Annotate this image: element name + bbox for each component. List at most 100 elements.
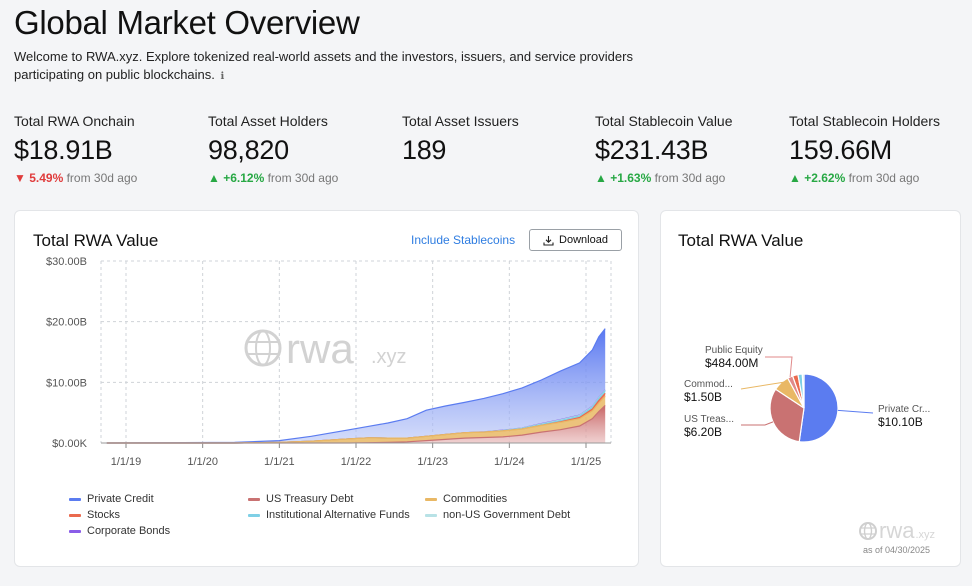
globe-icon [859, 522, 877, 540]
x-tick-label: 1/1/24 [494, 456, 525, 468]
legend-swatch [69, 497, 81, 501]
stat-value: 159.66M [789, 135, 892, 165]
area-chart: $0.00K $10.00B $20.00B $30.00B 1/1/19 1/1/20 1… [46, 256, 612, 468]
pie-watermark-text: rwa [879, 518, 915, 543]
legend-label: Corporate Bonds [87, 525, 171, 537]
download-icon [543, 235, 554, 246]
pie-label-name: Public Equity [705, 345, 763, 356]
legend-swatch [425, 497, 437, 501]
legend-label: Commodities [443, 493, 508, 505]
pie-card-title: Total RWA Value [678, 231, 804, 250]
pie-leader-us_treasury [741, 421, 774, 426]
pie-leader-public_equity [765, 356, 793, 378]
x-tick-label: 1/1/22 [341, 456, 372, 468]
info-icon[interactable]: ℹ [220, 71, 225, 82]
stat-total-stablecoin-holders: Total Stablecoin Holders 159.66M ▲ +2.62… [789, 113, 972, 185]
stat-suffix: from 30d ago [267, 171, 339, 185]
watermark-text: rwa [286, 325, 354, 372]
stat-delta: ▲ +1.63% from 30d ago [595, 171, 780, 185]
area-card-title: Total RWA Value [33, 231, 159, 250]
legend-item-corporate_bonds[interactable]: Corporate Bonds [69, 525, 170, 537]
stat-label: Total Stablecoin Holders [789, 113, 940, 129]
pie-leader-commodities [740, 381, 786, 390]
as-of-date: as of 04/30/2025 [863, 545, 931, 555]
legend-item-us_treasury[interactable]: US Treasury Debt [248, 493, 353, 505]
download-label: Download [559, 234, 608, 246]
pie-slice-us_treasury [769, 388, 805, 443]
intro-copy: Welcome to RWA.xyz. Explore tokenized re… [14, 49, 633, 82]
legend-label: Institutional Alternative Funds [266, 509, 410, 521]
legend-swatch [69, 529, 81, 533]
stat-suffix: from 30d ago [654, 171, 726, 185]
stat-total-asset-issuers: Total Asset Issuers 189 [402, 113, 587, 166]
pie-label-name: Commod... [684, 379, 733, 390]
stat-label: Total RWA Onchain [14, 113, 135, 129]
pie-slice-non_us_gov [801, 373, 805, 409]
page-title: Global Market Overview [14, 4, 360, 41]
stat-change: ▲ +1.63% [595, 171, 652, 185]
area-series-us_treasury [106, 405, 606, 443]
stat-change: ▲ +6.12% [208, 171, 265, 185]
stat-total-asset-holders: Total Asset Holders 98,820 ▲ +6.12% from… [208, 113, 393, 185]
rwa-pie-chart-card: Total RWA Value Public Equity $484.00M C… [660, 210, 961, 567]
pie-label-us-treasury: US Treas... $6.20B [684, 413, 734, 439]
legend-swatch [248, 497, 260, 501]
pie-label-public-equity: Public Equity $484.00M [705, 344, 763, 370]
legend-label: Private Credit [87, 493, 154, 505]
legend-item-stocks[interactable]: Stocks [69, 509, 120, 521]
stat-change: ▼ 5.49% [14, 171, 64, 185]
area-line-private_credit [106, 328, 606, 444]
pie-chart [740, 356, 874, 443]
x-tick-label: 1/1/25 [571, 456, 602, 468]
area-series-private_credit [106, 328, 606, 443]
rwa-watermark: rwa .xyz [244, 325, 407, 372]
stat-delta: ▲ +2.62% from 30d ago [789, 171, 972, 185]
include-stablecoins-toggle[interactable]: Include Stablecoins [411, 233, 516, 247]
y-tick-label: $30.00B [46, 256, 87, 268]
stat-value: 98,820 [208, 135, 289, 165]
pie-label-name: US Treas... [684, 414, 735, 425]
x-tick-label: 1/1/19 [111, 456, 142, 468]
y-tick-label: $0.00K [52, 438, 88, 450]
pie-rwa-watermark: rwa .xyz [858, 518, 935, 544]
stat-total-stablecoin-value: Total Stablecoin Value $231.43B ▲ +1.63%… [595, 113, 780, 185]
x-tick-label: 1/1/20 [187, 456, 218, 468]
pie-label-value: $484.00M [705, 356, 759, 370]
pie-label-value: $10.10B [878, 415, 923, 429]
stat-label: Total Stablecoin Value [595, 113, 733, 129]
stat-label: Total Asset Holders [208, 113, 328, 129]
legend-swatch [425, 513, 437, 517]
pie-watermark-suffix: .xyz [915, 529, 936, 541]
legend-swatch [248, 513, 260, 517]
stat-total-rwa-onchain: Total RWA Onchain $18.91B ▼ 5.49% from 3… [14, 113, 199, 185]
stat-value: 189 [402, 135, 447, 165]
pie-label-commodities: Commod... $1.50B [684, 378, 733, 404]
legend-swatch [69, 513, 81, 517]
x-tick-label: 1/1/23 [417, 456, 448, 468]
pie-label-private-credit: Private Cr... $10.10B [878, 403, 930, 429]
x-tick-label: 1/1/21 [264, 456, 295, 468]
y-tick-label: $10.00B [46, 377, 87, 389]
pie-leader-private_credit [837, 409, 874, 414]
pie-label-value: $6.20B [684, 425, 723, 439]
watermark-suffix: .xyz [371, 346, 407, 368]
area-line-commodities [106, 395, 606, 444]
intro-text: Welcome to RWA.xyz. Explore tokenized re… [14, 48, 704, 86]
pie-slice-private_credit [798, 373, 839, 443]
stat-value: $18.91B [14, 135, 113, 165]
download-button[interactable]: Download [529, 229, 622, 251]
pie-label-value: $1.50B [684, 390, 723, 404]
stat-delta: ▼ 5.49% from 30d ago [14, 171, 199, 185]
pie-label-name: Private Cr... [878, 404, 931, 415]
stat-label: Total Asset Issuers [402, 113, 519, 129]
legend-item-private_credit[interactable]: Private Credit [69, 493, 154, 505]
legend-item-non_us_gov[interactable]: non-US Government Debt [425, 509, 570, 521]
rwa-area-chart-card: Total RWA Value Include Stablecoins Down… [14, 210, 639, 567]
legend-label: non-US Government Debt [443, 509, 571, 521]
stat-delta: ▲ +6.12% from 30d ago [208, 171, 393, 185]
legend-label: Stocks [87, 509, 121, 521]
legend-item-commodities[interactable]: Commodities [425, 493, 507, 505]
stat-value: $231.43B [595, 135, 709, 165]
y-tick-label: $20.00B [46, 317, 87, 329]
legend-item-inst_alt_funds[interactable]: Institutional Alternative Funds [248, 509, 410, 521]
